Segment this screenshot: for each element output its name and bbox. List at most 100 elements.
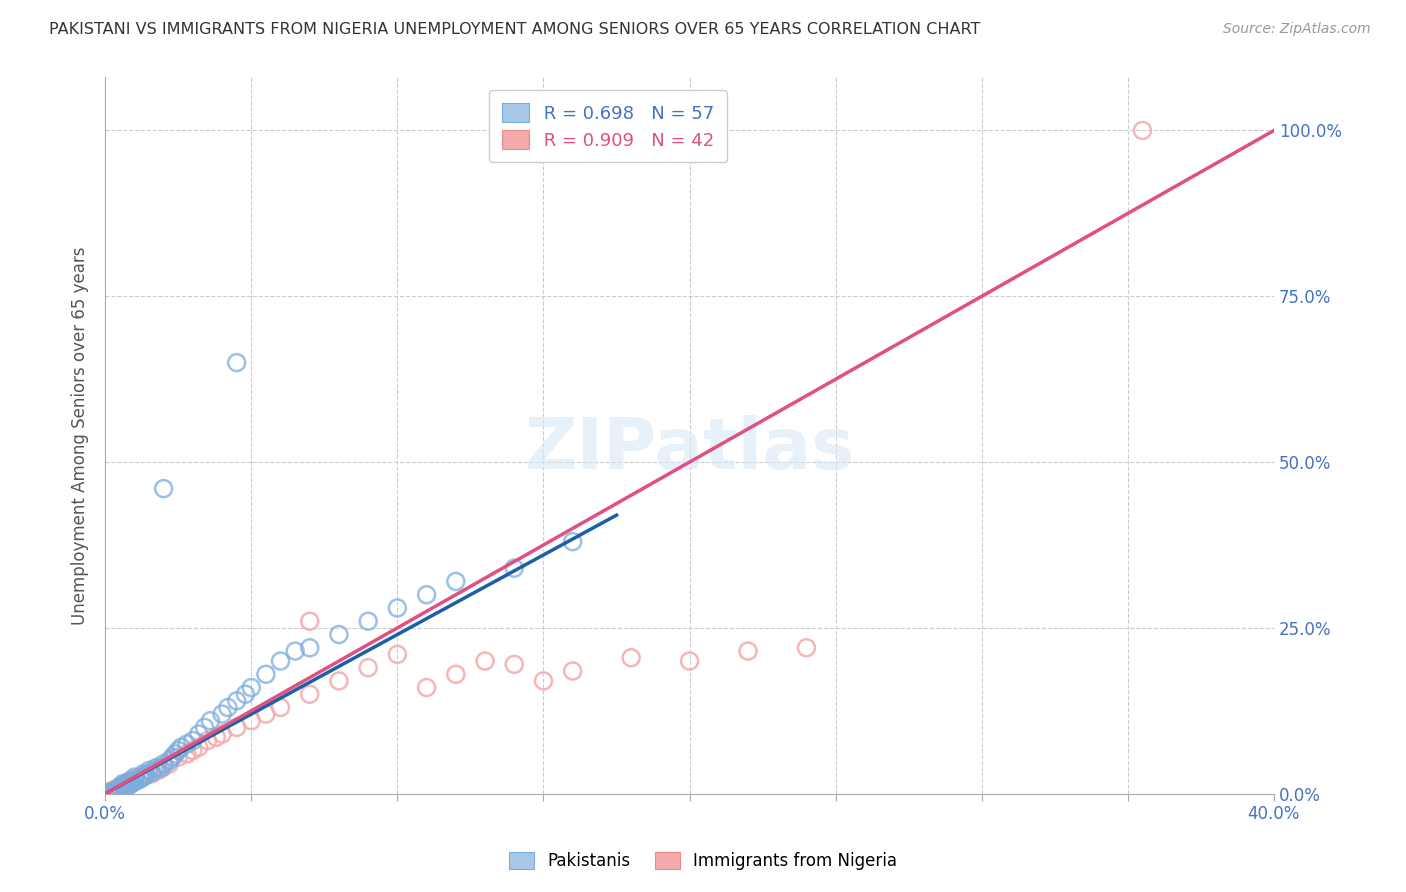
Point bbox=[111, 777, 134, 791]
Point bbox=[181, 743, 204, 757]
Point bbox=[503, 561, 526, 575]
Point bbox=[152, 482, 174, 496]
Point bbox=[105, 783, 128, 797]
Point bbox=[620, 650, 643, 665]
Point bbox=[121, 773, 143, 788]
Point bbox=[225, 694, 247, 708]
Point bbox=[117, 774, 139, 789]
Point bbox=[149, 762, 172, 776]
Legend: Pakistanis, Immigrants from Nigeria: Pakistanis, Immigrants from Nigeria bbox=[502, 845, 904, 877]
Point bbox=[108, 780, 131, 794]
Text: ZIPatlas: ZIPatlas bbox=[524, 416, 855, 484]
Point bbox=[211, 707, 233, 722]
Point bbox=[200, 714, 222, 728]
Point bbox=[146, 764, 169, 778]
Point bbox=[357, 661, 380, 675]
Point bbox=[284, 644, 307, 658]
Point bbox=[444, 667, 467, 681]
Point bbox=[357, 614, 380, 628]
Point bbox=[270, 700, 292, 714]
Point bbox=[114, 777, 136, 791]
Point bbox=[415, 681, 437, 695]
Point bbox=[124, 772, 146, 786]
Point bbox=[138, 764, 160, 778]
Point bbox=[254, 707, 277, 722]
Point bbox=[1132, 123, 1154, 137]
Point bbox=[796, 640, 818, 655]
Point bbox=[678, 654, 700, 668]
Point bbox=[97, 786, 120, 800]
Point bbox=[124, 770, 146, 784]
Point bbox=[167, 743, 190, 757]
Point bbox=[105, 781, 128, 796]
Point bbox=[111, 779, 134, 793]
Point bbox=[561, 664, 583, 678]
Point bbox=[108, 782, 131, 797]
Point bbox=[111, 779, 134, 793]
Point bbox=[474, 654, 496, 668]
Point bbox=[217, 700, 239, 714]
Point bbox=[170, 740, 193, 755]
Point bbox=[444, 574, 467, 589]
Point bbox=[270, 654, 292, 668]
Point bbox=[193, 720, 215, 734]
Point bbox=[132, 766, 155, 780]
Point bbox=[141, 766, 163, 780]
Point bbox=[225, 356, 247, 370]
Point bbox=[197, 733, 219, 747]
Point bbox=[159, 754, 181, 768]
Point bbox=[129, 772, 152, 786]
Legend:  R = 0.698   N = 57,  R = 0.909   N = 42: R = 0.698 N = 57, R = 0.909 N = 42 bbox=[489, 90, 727, 162]
Point bbox=[176, 737, 198, 751]
Point bbox=[135, 768, 157, 782]
Point bbox=[159, 756, 181, 771]
Point bbox=[254, 667, 277, 681]
Point bbox=[105, 782, 128, 797]
Point bbox=[117, 779, 139, 793]
Point bbox=[533, 673, 555, 688]
Point bbox=[100, 785, 122, 799]
Text: PAKISTANI VS IMMIGRANTS FROM NIGERIA UNEMPLOYMENT AMONG SENIORS OVER 65 YEARS CO: PAKISTANI VS IMMIGRANTS FROM NIGERIA UNE… bbox=[49, 22, 980, 37]
Point bbox=[387, 601, 409, 615]
Point bbox=[143, 762, 166, 776]
Point bbox=[225, 720, 247, 734]
Point bbox=[114, 780, 136, 794]
Point bbox=[240, 681, 263, 695]
Point bbox=[205, 731, 228, 745]
Point bbox=[387, 648, 409, 662]
Point bbox=[328, 673, 350, 688]
Point bbox=[108, 780, 131, 794]
Point bbox=[298, 614, 321, 628]
Text: Source: ZipAtlas.com: Source: ZipAtlas.com bbox=[1223, 22, 1371, 37]
Point bbox=[103, 782, 125, 797]
Point bbox=[124, 774, 146, 789]
Point bbox=[162, 750, 184, 764]
Point bbox=[167, 750, 190, 764]
Point bbox=[121, 777, 143, 791]
Point bbox=[176, 747, 198, 761]
Point bbox=[114, 777, 136, 791]
Point bbox=[187, 727, 209, 741]
Point bbox=[415, 588, 437, 602]
Point bbox=[146, 760, 169, 774]
Point bbox=[503, 657, 526, 672]
Point bbox=[298, 687, 321, 701]
Point bbox=[152, 760, 174, 774]
Point bbox=[240, 714, 263, 728]
Point bbox=[103, 784, 125, 798]
Point bbox=[129, 770, 152, 784]
Y-axis label: Unemployment Among Seniors over 65 years: Unemployment Among Seniors over 65 years bbox=[72, 246, 89, 624]
Point bbox=[328, 627, 350, 641]
Point bbox=[135, 768, 157, 782]
Point bbox=[100, 784, 122, 798]
Point bbox=[132, 770, 155, 784]
Point bbox=[127, 773, 149, 788]
Point bbox=[97, 785, 120, 799]
Point bbox=[181, 733, 204, 747]
Point bbox=[103, 785, 125, 799]
Point bbox=[298, 640, 321, 655]
Point bbox=[117, 774, 139, 789]
Point bbox=[211, 727, 233, 741]
Point bbox=[737, 644, 759, 658]
Point bbox=[165, 747, 187, 761]
